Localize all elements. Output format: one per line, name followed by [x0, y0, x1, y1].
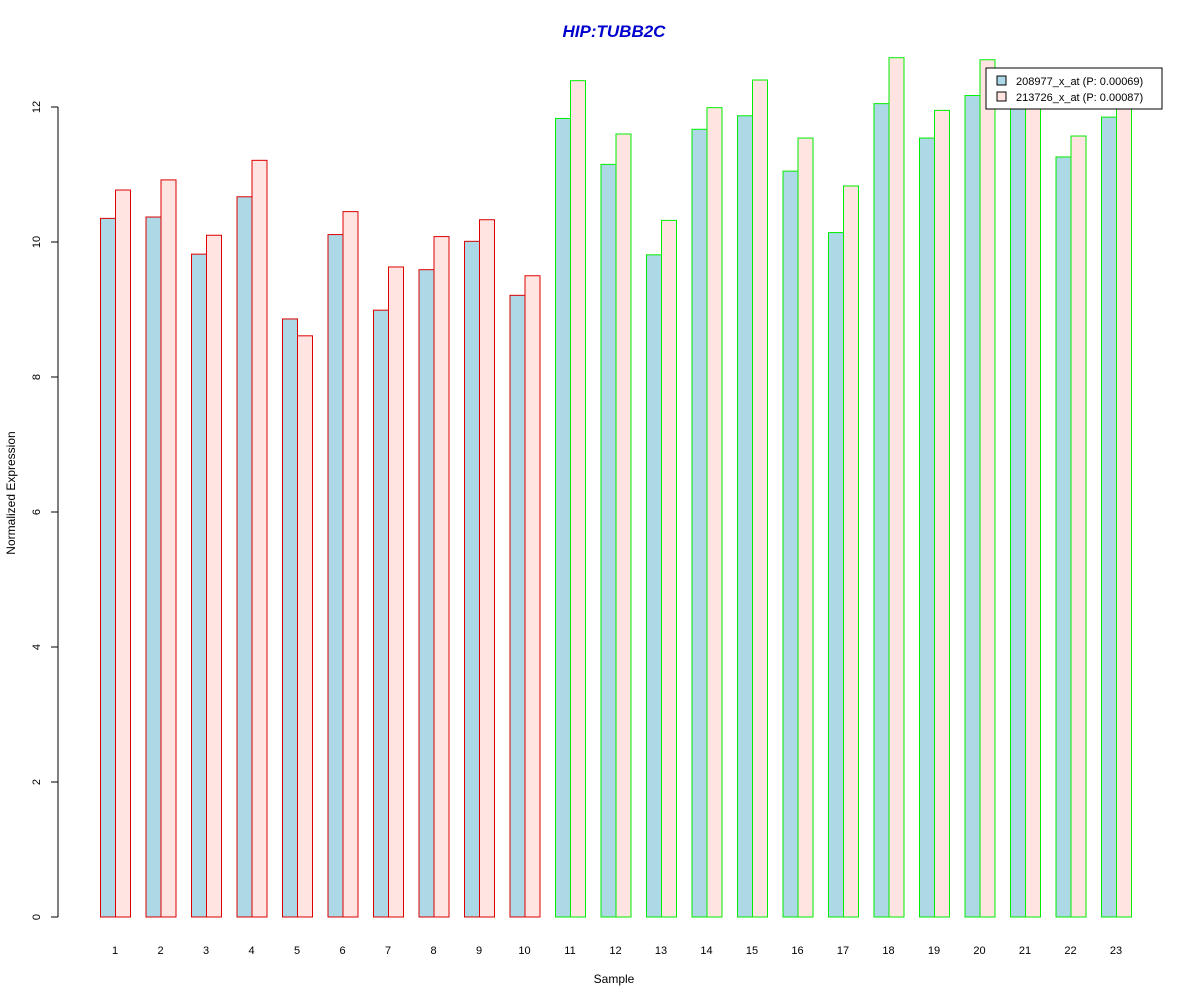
- x-tick-label: 19: [928, 945, 940, 957]
- bar-series2-sample-22: [1070, 135, 1087, 918]
- bar-series1-sample-18: [873, 103, 890, 918]
- x-tick-label: 18: [882, 945, 894, 957]
- legend: 208977_x_at (P: 0.00069) 213726_x_at (P: …: [985, 67, 1163, 110]
- x-tick-label: 17: [837, 945, 849, 957]
- legend-label-2: 213726_x_at (P: 0.00087): [1016, 92, 1143, 104]
- bar-series2-sample-19: [934, 109, 950, 918]
- bar-series1-sample-23: [1101, 116, 1117, 918]
- bar-series1-sample-17: [828, 232, 844, 918]
- bar-series1-sample-12: [600, 163, 617, 918]
- bar-series1-sample-4: [236, 196, 253, 918]
- bar-series2-sample-8: [433, 236, 450, 918]
- x-tick-label: 6: [339, 945, 345, 957]
- x-tick-labels: 1 2 3 4 5 6 7 8 9 10 11 12 13 14 15 16 17 18 19 20 21 22 23: [112, 945, 1122, 957]
- x-tick-label: 11: [564, 945, 575, 957]
- bar-series2-sample-6: [342, 211, 359, 918]
- bar-series2-sample-23: [1116, 103, 1132, 918]
- legend-swatch-1: [996, 75, 1007, 86]
- bar-series2-sample-9: [479, 219, 495, 918]
- bar-series1-sample-11: [555, 117, 571, 918]
- x-tick-label: 2: [157, 945, 163, 957]
- bar-series2-sample-18: [888, 57, 905, 918]
- bar-series1-sample-1: [100, 217, 116, 918]
- bar-series1-sample-21: [1010, 105, 1026, 918]
- x-tick-label: 20: [973, 945, 985, 957]
- bar-series1-sample-9: [464, 240, 480, 918]
- bar-series1-sample-2: [145, 216, 162, 918]
- x-tick-label: 9: [476, 945, 482, 957]
- bar-series1-sample-22: [1055, 156, 1072, 918]
- y-tick-label: 6: [31, 509, 43, 515]
- x-tick-label: 8: [430, 945, 436, 957]
- bar-series1-sample-19: [919, 137, 935, 918]
- x-tick-label: 4: [248, 945, 254, 957]
- bar-series2-sample-2: [160, 179, 177, 918]
- bar-series1-sample-16: [782, 170, 799, 918]
- bar-series1-sample-7: [373, 309, 389, 918]
- bar-series2-sample-15: [752, 79, 768, 918]
- bar-series1-sample-14: [691, 128, 708, 918]
- bar-series1-sample-6: [327, 234, 344, 918]
- x-tick-label: 15: [746, 945, 758, 957]
- bar-series2-sample-4: [251, 159, 268, 918]
- bar-series2-sample-3: [206, 234, 222, 918]
- x-tick-label: 14: [700, 945, 712, 957]
- y-tick-label: 0: [31, 914, 43, 920]
- y-tick-label: 8: [31, 374, 43, 380]
- bar-series2-sample-7: [388, 266, 404, 918]
- bar-series2-sample-20: [979, 59, 996, 918]
- bar-series2-sample-5: [297, 335, 313, 918]
- bar-series1-sample-10: [509, 294, 526, 918]
- x-tick-label: 12: [609, 945, 621, 957]
- bar-series2-sample-14: [706, 107, 723, 918]
- y-axis: 0 2 4 6 8 10 12: [31, 101, 59, 920]
- y-tick-label: 4: [31, 644, 43, 650]
- bar-series2-sample-21: [1025, 99, 1041, 918]
- x-axis-label: Sample: [594, 972, 635, 986]
- y-tick-label: 2: [31, 779, 43, 785]
- bar-series1-sample-20: [964, 95, 981, 918]
- bar-series1-sample-5: [282, 318, 298, 918]
- bar-series2-sample-1: [115, 189, 131, 918]
- legend-box: [985, 67, 1163, 110]
- bar-series1-sample-3: [191, 253, 207, 918]
- legend-swatch-2: [996, 91, 1007, 102]
- x-tick-label: 5: [294, 945, 300, 957]
- x-tick-label: 1: [112, 945, 118, 957]
- bar-series2-sample-10: [524, 275, 541, 918]
- y-axis-label: Normalized Expression: [4, 431, 18, 554]
- bar-series2-sample-12: [615, 133, 632, 918]
- bar-series2-sample-16: [797, 137, 814, 918]
- legend-label-1: 208977_x_at (P: 0.00069): [1016, 76, 1143, 88]
- bar-series1-sample-13: [646, 254, 662, 918]
- bar-series2-sample-17: [843, 185, 859, 918]
- y-tick-label: 10: [31, 236, 43, 248]
- bar-series2-sample-13: [661, 219, 677, 918]
- y-tick-label: 12: [31, 101, 43, 113]
- x-tick-label: 13: [655, 945, 667, 957]
- bar-series1-sample-15: [737, 115, 753, 918]
- bars-group: [100, 57, 1132, 918]
- x-tick-label: 3: [203, 945, 209, 957]
- x-tick-label: 21: [1019, 945, 1031, 957]
- chart-title: HIP:TUBB2C: [563, 22, 667, 41]
- x-tick-label: 22: [1064, 945, 1076, 957]
- bar-series1-sample-8: [418, 269, 435, 918]
- x-tick-label: 16: [791, 945, 803, 957]
- x-tick-label: 7: [385, 945, 391, 957]
- x-tick-label: 23: [1110, 945, 1122, 957]
- bar-series2-sample-11: [570, 80, 586, 918]
- x-tick-label: 10: [518, 945, 530, 957]
